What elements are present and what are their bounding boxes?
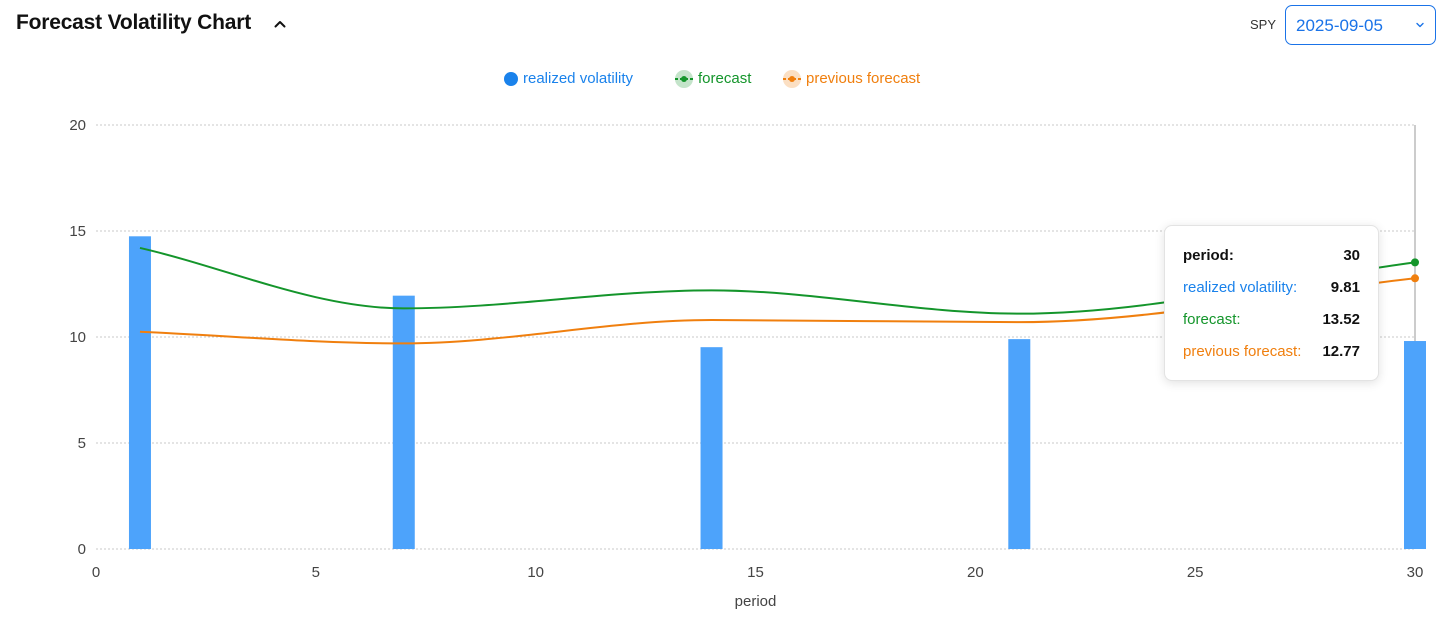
x-tick-label: 5 (312, 564, 320, 581)
bar-realized-volatility (700, 347, 723, 549)
y-tick-label: 10 (69, 329, 86, 346)
chart-tooltip: period: 30 realized volatility: 9.81 for… (1164, 225, 1379, 381)
x-tick-label: 0 (92, 564, 100, 581)
legend-item-previous-forecast[interactable]: previous forecast (782, 68, 942, 90)
legend-line-icon (783, 70, 801, 88)
tooltip-realized-value: 9.81 (1330, 279, 1360, 296)
tooltip-previous-forecast-value: 12.77 (1322, 343, 1360, 360)
tooltip-period-label: period: (1183, 247, 1234, 264)
legend-label: previous forecast (806, 70, 921, 87)
date-select-value: 2025-09-05 (1296, 16, 1383, 35)
tooltip-row-previous-forecast: previous forecast: 12.77 (1183, 343, 1360, 363)
bar-realized-volatility (1404, 341, 1426, 549)
tooltip-forecast-value: 13.52 (1322, 311, 1360, 328)
chevron-up-icon (274, 21, 286, 28)
tooltip-row-forecast: forecast: 13.52 (1183, 311, 1360, 331)
tooltip-previous-forecast-label: previous forecast: (1183, 343, 1302, 360)
chevron-down-icon (1416, 22, 1424, 28)
x-tick-label: 15 (747, 564, 764, 581)
y-tick-label: 15 (69, 223, 86, 240)
legend-line-icon (675, 70, 693, 88)
chart-legend: realized volatility forecast previous fo… (0, 68, 1456, 90)
tooltip-row-realized: realized volatility: 9.81 (1183, 279, 1360, 299)
legend-label: forecast (698, 70, 752, 87)
tooltip-row-period: period: 30 (1183, 247, 1360, 267)
x-tick-label: 25 (1187, 564, 1204, 581)
legend-item-realized-volatility[interactable]: realized volatility (503, 68, 655, 90)
ticker-label: SPY (1250, 17, 1277, 32)
legend-label: realized volatility (523, 70, 634, 87)
legend-circle-icon (504, 72, 518, 86)
x-axis-label: period (735, 593, 777, 610)
x-tick-label: 30 (1407, 564, 1424, 581)
tooltip-realized-label: realized volatility: (1183, 279, 1298, 296)
tooltip-forecast-label: forecast: (1183, 311, 1241, 328)
y-tick-label: 0 (78, 541, 86, 558)
page-title: Forecast Volatility Chart (16, 11, 252, 34)
collapse-button[interactable] (270, 14, 290, 34)
legend-item-forecast[interactable]: forecast (674, 68, 764, 90)
bar-realized-volatility (128, 236, 151, 550)
x-tick-label: 10 (527, 564, 544, 581)
x-tick-label: 20 (967, 564, 984, 581)
tooltip-period-value: 30 (1343, 247, 1360, 264)
y-tick-label: 20 (69, 117, 86, 134)
bar-realized-volatility (392, 295, 415, 549)
y-tick-label: 5 (78, 435, 86, 452)
bar-realized-volatility (1008, 339, 1031, 549)
point-forecast-active (1411, 258, 1419, 267)
date-select[interactable]: 2025-09-05 (1285, 5, 1436, 45)
point-previous-forecast-active (1411, 274, 1419, 283)
